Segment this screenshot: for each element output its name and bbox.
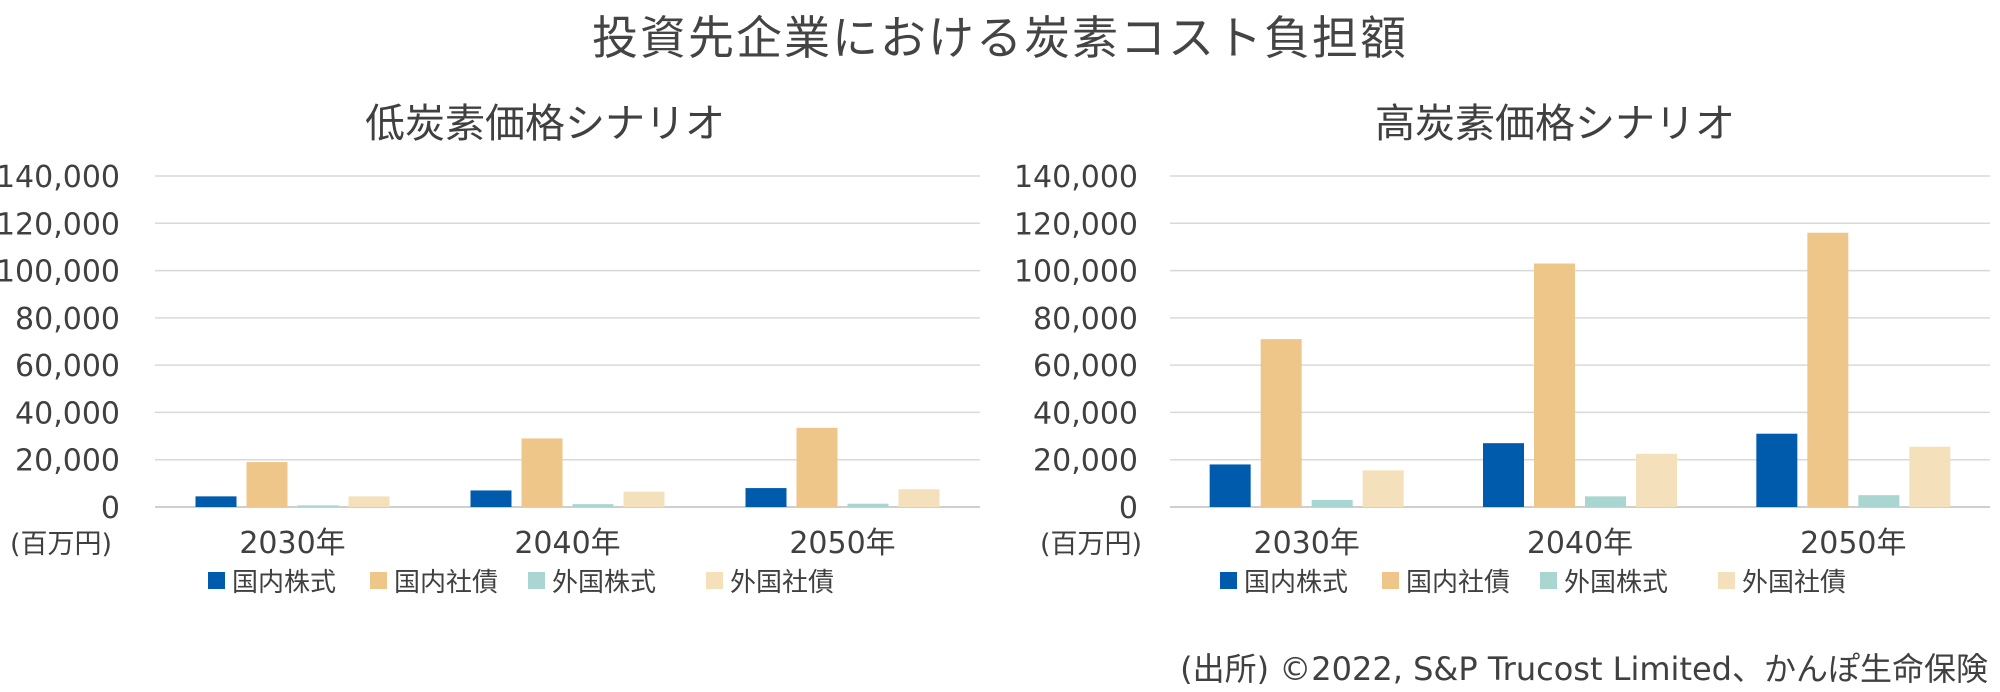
bar — [1534, 263, 1575, 507]
bar — [572, 504, 614, 507]
bar — [1756, 433, 1798, 507]
chart-1-title: 低炭素価格シナリオ — [365, 101, 725, 147]
x-category-label: 2050年 — [1800, 526, 1906, 561]
bar — [1311, 499, 1353, 507]
legend-label: 外国株式 — [1564, 568, 1668, 598]
legend-label: 国内社債 — [1406, 568, 1510, 598]
chart-2: 高炭素価格シナリオ 0 20,000 40,000 60,000 80,000 100,00… — [1014, 101, 1990, 598]
legend-swatch — [706, 572, 723, 589]
legend-swatch — [1220, 572, 1237, 589]
bar — [521, 438, 563, 507]
y-tick-label: 100,000 — [1014, 255, 1138, 290]
legend-label: 国内株式 — [1244, 568, 1348, 598]
x-category-label: 2040年 — [1527, 526, 1633, 561]
bar — [1909, 446, 1951, 507]
bar — [297, 505, 339, 507]
bar — [1483, 443, 1524, 507]
y-tick-label: 140,000 — [1014, 160, 1138, 195]
bar — [745, 488, 787, 507]
legend-label: 外国社債 — [1742, 568, 1846, 598]
unit-label: (百万円) — [10, 529, 112, 560]
legend-swatch — [1718, 572, 1735, 589]
bar — [796, 427, 838, 507]
x-category-label: 2030年 — [239, 526, 345, 561]
y-tick-label: 0 — [101, 491, 120, 526]
legend-swatch — [370, 572, 387, 589]
bar — [1636, 453, 1677, 507]
y-tick-label: 40,000 — [1033, 396, 1138, 431]
chart-1: 低炭素価格シナリオ 0 20,000 40,000 60,000 80,000 100,00… — [0, 101, 980, 598]
legend-label: 国内株式 — [232, 568, 336, 598]
x-category-label: 2030年 — [1253, 526, 1359, 561]
legend-swatch — [528, 572, 545, 589]
bar — [847, 503, 889, 507]
bar — [1585, 496, 1626, 507]
unit-label: (百万円) — [1040, 529, 1142, 560]
chart-2-title: 高炭素価格シナリオ — [1375, 101, 1735, 147]
y-tick-label: 60,000 — [1033, 349, 1138, 384]
y-tick-label: 120,000 — [0, 207, 120, 242]
main-title: 投資先企業における炭素コスト負担額 — [592, 11, 1408, 65]
source-note: (出所) ©2022, S&P Trucost Limited、かんぽ生命保険 — [1180, 650, 1988, 688]
y-tick-label: 80,000 — [1033, 302, 1138, 337]
y-tick-label: 80,000 — [15, 302, 120, 337]
bar — [623, 491, 665, 507]
x-category-label: 2050年 — [789, 526, 895, 561]
y-tick-label: 40,000 — [15, 396, 120, 431]
bar — [195, 496, 237, 507]
bar — [246, 462, 288, 507]
legend-label: 外国社債 — [730, 568, 834, 598]
bar — [1807, 232, 1849, 507]
legend-label: 外国株式 — [552, 568, 656, 598]
y-tick-label: 20,000 — [15, 444, 120, 479]
y-tick-label: 100,000 — [0, 255, 120, 290]
bar — [898, 489, 940, 507]
y-tick-label: 140,000 — [0, 160, 120, 195]
bar — [1858, 495, 1900, 507]
y-tick-label: 20,000 — [1033, 444, 1138, 479]
legend-label: 国内社債 — [394, 568, 498, 598]
bar — [348, 496, 390, 507]
legend-swatch — [1382, 572, 1399, 589]
bar — [1260, 339, 1302, 507]
y-tick-label: 0 — [1119, 491, 1138, 526]
bar — [1362, 470, 1404, 507]
bar — [470, 490, 512, 507]
bar — [1209, 464, 1251, 507]
legend-swatch — [208, 572, 225, 589]
legend-swatch — [1540, 572, 1557, 589]
y-tick-label: 60,000 — [15, 349, 120, 384]
x-category-label: 2040年 — [514, 526, 620, 561]
y-tick-label: 120,000 — [1014, 207, 1138, 242]
